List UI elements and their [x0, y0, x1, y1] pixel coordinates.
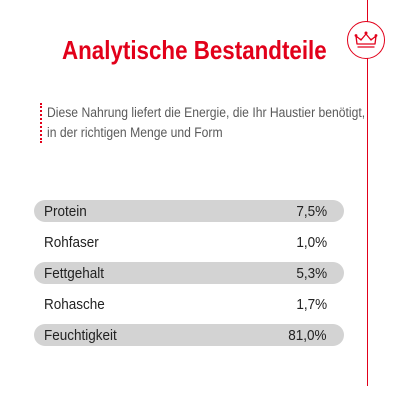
intro-text: Diese Nahrung liefert die Energie, die I… [40, 103, 366, 143]
nutrient-value: 5,3% [296, 264, 327, 282]
nutrient-row-feuchtigkeit: Feuchtigkeit 81,0% [34, 324, 344, 346]
nutrient-value: 1,7% [296, 295, 327, 313]
vertical-accent-line [367, 0, 368, 386]
nutrient-row-rohasche: Rohasche 1,7% [34, 293, 344, 315]
page-title: Analytische Bestandteile [62, 35, 327, 65]
nutrient-value: 1,0% [296, 233, 327, 251]
crown-icon [354, 31, 378, 48]
nutrient-table: Protein 7,5% Rohfaser 1,0% Fettgehalt 5,… [34, 200, 344, 355]
brand-logo [347, 21, 385, 59]
nutrient-row-protein: Protein 7,5% [34, 200, 344, 222]
nutrient-row-fettgehalt: Fettgehalt 5,3% [34, 262, 344, 284]
intro-line-1: Diese Nahrung liefert die Energie, die I… [47, 105, 366, 120]
intro-line-2: in der richtigen Menge und Form [47, 125, 223, 140]
nutrient-label: Rohasche [44, 295, 105, 313]
nutrient-row-rohfaser: Rohfaser 1,0% [34, 231, 344, 253]
nutrient-label: Protein [44, 202, 87, 220]
nutrient-value: 7,5% [296, 202, 327, 220]
nutrient-label: Fettgehalt [44, 264, 105, 282]
nutrient-label: Feuchtigkeit [44, 326, 117, 344]
nutrient-label: Rohfaser [44, 233, 99, 251]
nutrient-value: 81,0% [288, 326, 327, 344]
